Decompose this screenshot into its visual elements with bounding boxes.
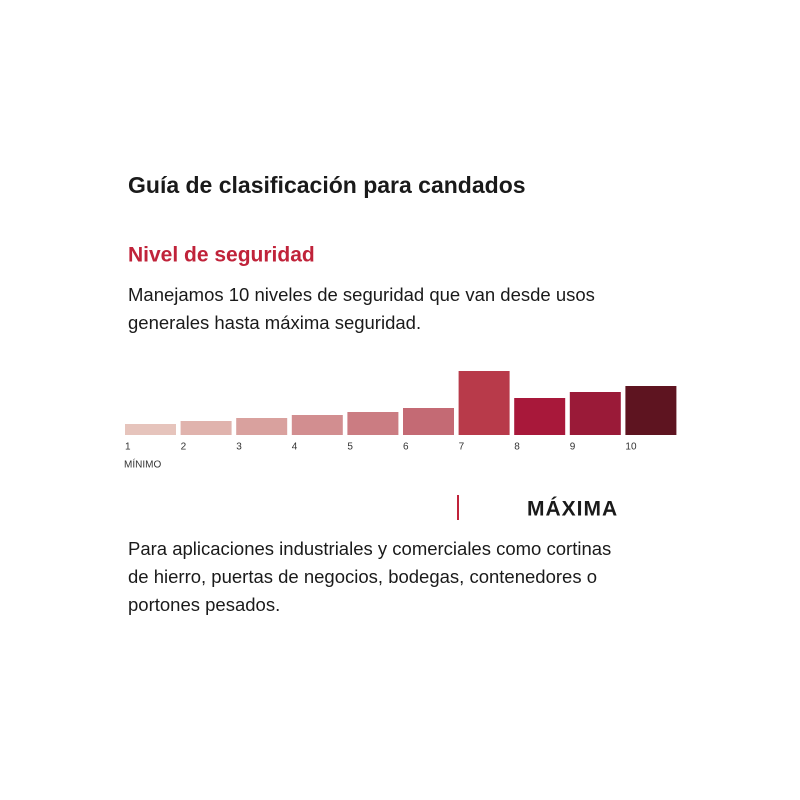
level-label: 10 [625,442,637,453]
rating-label: MÁXIMA [527,498,618,521]
section-heading: Nivel de seguridad [128,244,315,267]
level-label: 1 [125,442,131,453]
text-line: Manejamos 10 niveles de seguridad que va… [128,284,595,305]
level-label: 3 [236,442,242,453]
text-line: portones pesados. [128,594,280,615]
section-description: Manejamos 10 niveles de seguridad que va… [128,284,595,333]
level-label: 7 [459,442,465,453]
min-label: MÍNIMO [124,458,161,471]
level-bar [569,392,621,435]
level-bar [458,371,510,435]
level-label: 6 [403,442,409,453]
text-line: Para aplicaciones industriales y comerci… [128,538,611,559]
level-bar [180,421,232,435]
level-bar [125,424,176,435]
level-bar [347,412,399,435]
level-bar [291,415,343,435]
rating-description: Para aplicaciones industriales y comerci… [128,538,611,615]
level-label: 5 [347,442,353,453]
level-bar [625,386,677,435]
text-line: generales hasta máxima seguridad. [128,312,421,333]
level-bar [403,408,454,435]
level-label: 2 [181,442,187,453]
title: Guía de clasificación para candados [128,172,526,198]
level-label: 8 [514,442,520,453]
level-label: 4 [292,442,298,453]
security-scale: 1 2 3 4 5 6 7 8 9 10 [125,371,677,453]
level-label: 9 [570,442,576,453]
level-bar [514,398,566,435]
text-line: de hierro, puertas de negocios, bodegas,… [128,566,597,587]
level-bar [236,418,288,435]
